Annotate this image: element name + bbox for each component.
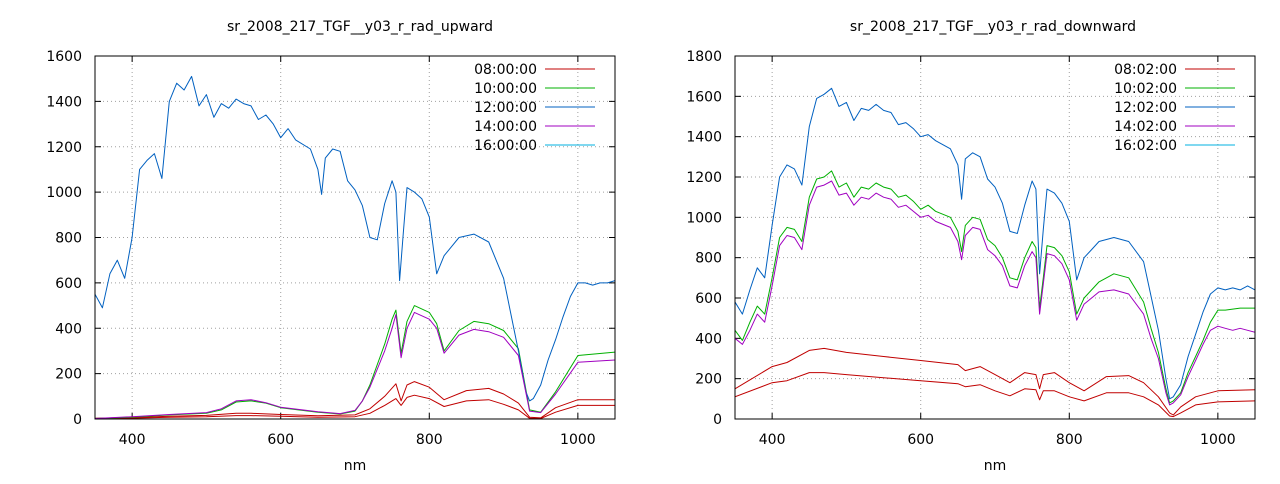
series-line-1 — [735, 347, 1255, 416]
y-tick-label: 600 — [55, 276, 82, 292]
series-line-4 — [735, 180, 1255, 406]
y-tick-label: 1000 — [686, 210, 722, 226]
y-tick-label: 1400 — [686, 130, 722, 146]
legend-label: 14:02:00 — [1114, 119, 1177, 135]
y-tick-label: 800 — [55, 231, 82, 247]
plot-frame — [94, 55, 616, 420]
x-tick-label: 800 — [1056, 432, 1083, 448]
series-line-4 — [95, 311, 615, 419]
y-tick-label: 400 — [695, 331, 722, 347]
series-line-3 — [95, 75, 615, 402]
y-tick-label: 1400 — [46, 94, 82, 110]
chart-title: sr_2008_217_TGF__y03_r_rad_downward — [850, 19, 1136, 35]
plot-frame — [734, 55, 1256, 420]
legend-label: 08:00:00 — [474, 62, 537, 78]
series-line-3 — [735, 87, 1255, 400]
y-tick-label: 200 — [695, 372, 722, 388]
legend-label: 10:02:00 — [1114, 81, 1177, 97]
y-tick-label: 0 — [73, 412, 82, 428]
chart-title: sr_2008_217_TGF__y03_r_rad_upward — [227, 19, 493, 35]
x-tick-label: 400 — [119, 432, 146, 448]
legend-label: 12:00:00 — [474, 100, 537, 116]
y-tick-label: 600 — [695, 291, 722, 307]
y-tick-label: 1000 — [46, 185, 82, 201]
y-tick-label: 1600 — [686, 89, 722, 105]
x-tick-label: 1000 — [1200, 432, 1236, 448]
x-tick-label: 800 — [416, 432, 443, 448]
y-tick-label: 1800 — [686, 49, 722, 65]
y-tick-label: 200 — [55, 367, 82, 383]
y-tick-label: 1200 — [686, 170, 722, 186]
x-tick-label: 600 — [907, 432, 934, 448]
series-line-2 — [735, 170, 1255, 404]
y-tick-label: 0 — [713, 412, 722, 428]
legend-label: 12:02:00 — [1114, 100, 1177, 116]
x-tick-label: 400 — [759, 432, 786, 448]
y-tick-label: 1600 — [46, 49, 82, 65]
x-axis-label: nm — [984, 458, 1007, 474]
series-line-0 — [95, 394, 615, 419]
x-tick-label: 600 — [267, 432, 294, 448]
legend-label: 16:02:00 — [1114, 138, 1177, 154]
legend-label: 16:00:00 — [474, 138, 537, 154]
y-tick-label: 400 — [55, 321, 82, 337]
chart-panel-1: sr_2008_217_TGF__y03_r_rad_upward 0 200 400… — [46, 19, 616, 474]
y-tick-label: 1200 — [46, 140, 82, 156]
x-tick-label: 1000 — [560, 432, 596, 448]
chart-panel-2: sr_2008_217_TGF__y03_r_rad_downward 0 200 4… — [686, 19, 1256, 474]
y-tick-label: 800 — [695, 251, 722, 267]
legend-label: 08:02:00 — [1114, 62, 1177, 78]
legend-label: 14:00:00 — [474, 119, 537, 135]
series-line-2 — [95, 305, 615, 419]
x-axis-label: nm — [344, 458, 367, 474]
legend-label: 10:00:00 — [474, 81, 537, 97]
series-line-1 — [95, 381, 615, 419]
series-line-0 — [735, 372, 1255, 418]
